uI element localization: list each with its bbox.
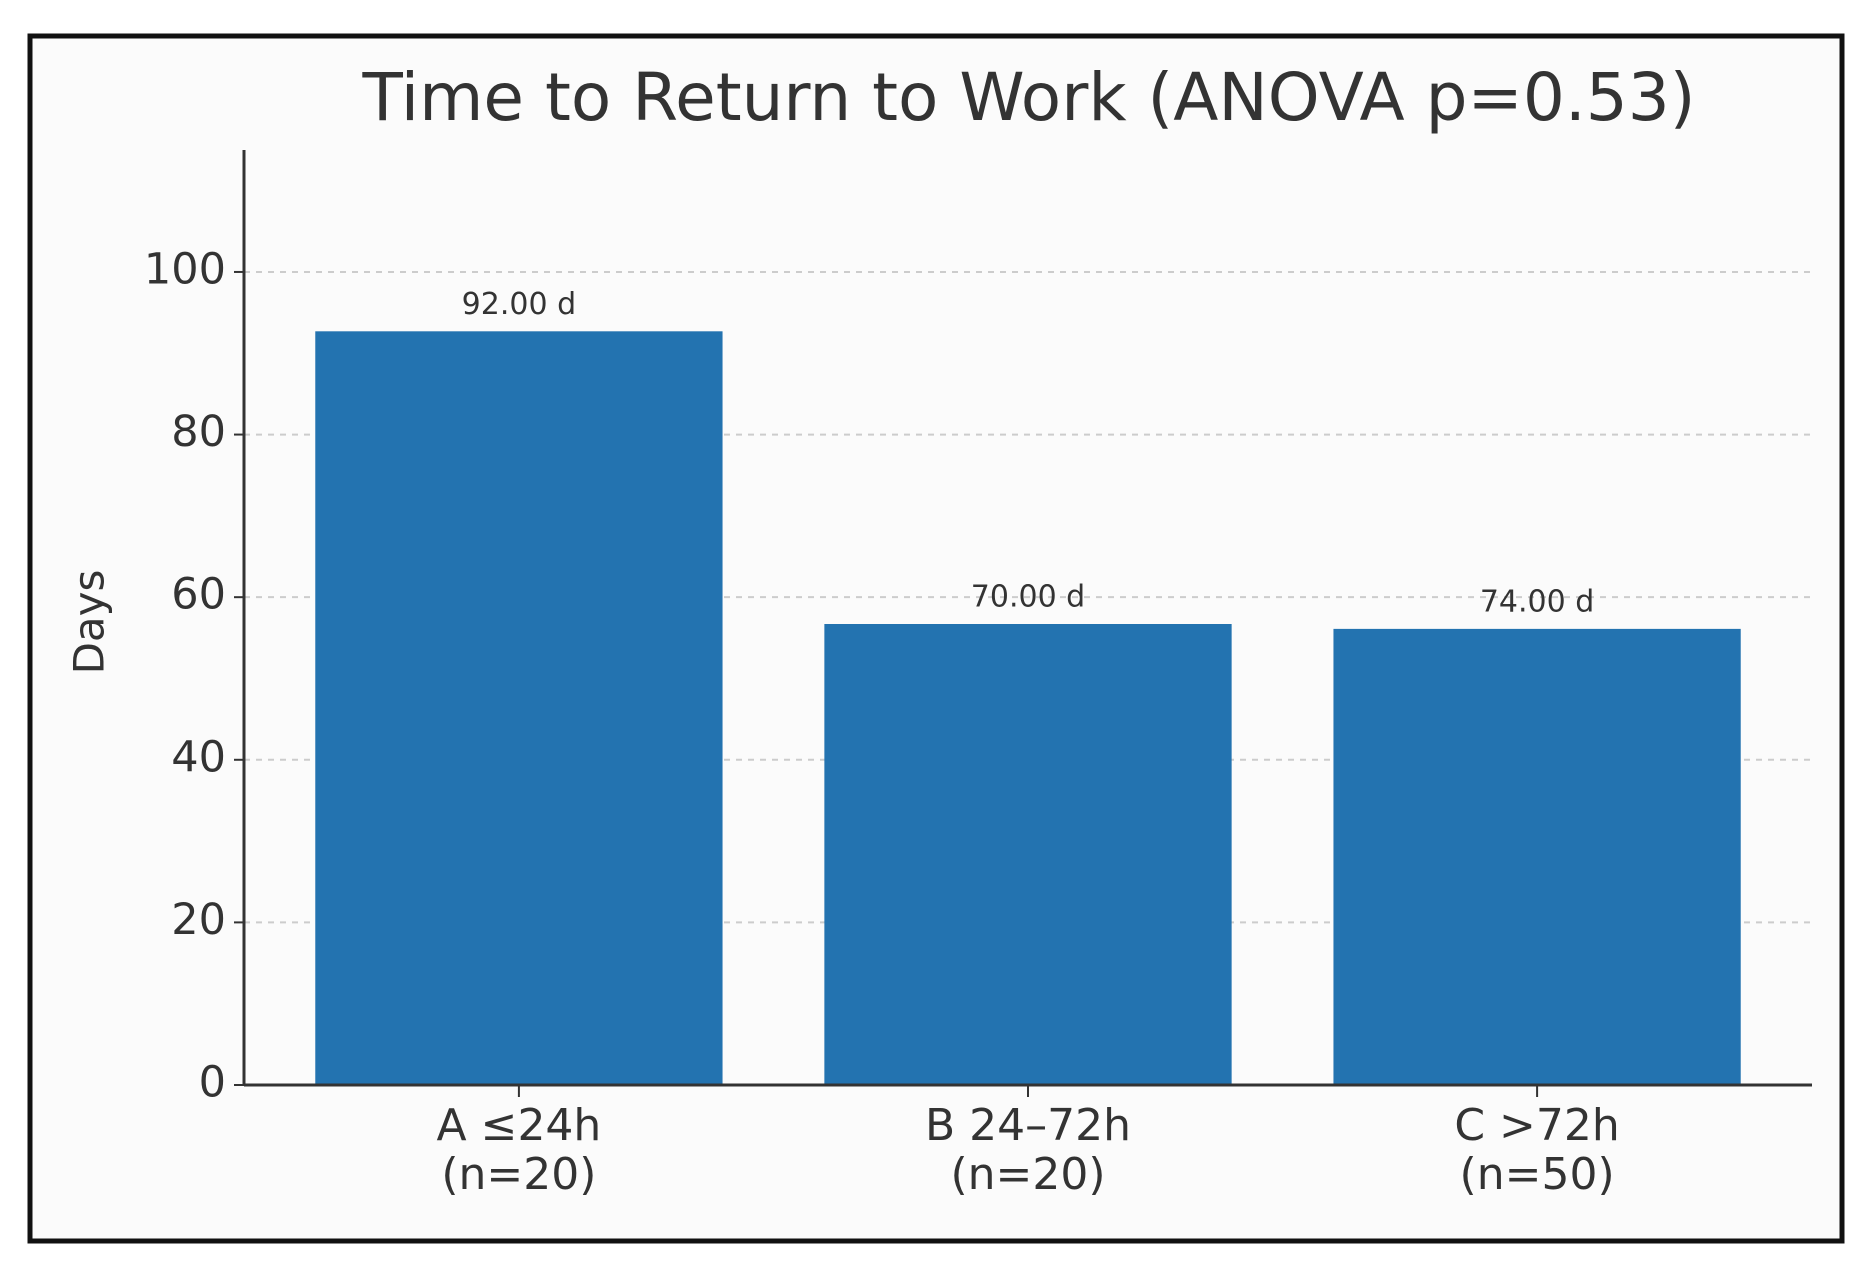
y-tick-label: 60	[171, 570, 226, 620]
bar-annotation: 70.00 d	[971, 580, 1085, 615]
x-tick-label: B 24–72h (n=20)	[924, 1100, 1132, 1201]
x-tick-label: C >72h (n=50)	[1454, 1100, 1620, 1201]
y-tick-label: 20	[171, 895, 226, 945]
y-tick-label: 40	[171, 732, 226, 782]
bar	[1333, 628, 1741, 1085]
chart-title: Time to Return to Work (ANOVA p=0.53)	[361, 59, 1695, 136]
y-tick-label: 100	[144, 244, 226, 294]
x-tick-label: A ≤24h (n=20)	[436, 1100, 602, 1201]
bar	[315, 331, 723, 1085]
y-tick-label: 80	[171, 407, 226, 457]
bar-annotation: 92.00 d	[462, 287, 576, 322]
bar-annotation: 74.00 d	[1480, 584, 1594, 619]
y-axis-label: Days	[65, 570, 114, 675]
bar	[824, 624, 1232, 1085]
y-tick-label: 0	[199, 1058, 226, 1108]
